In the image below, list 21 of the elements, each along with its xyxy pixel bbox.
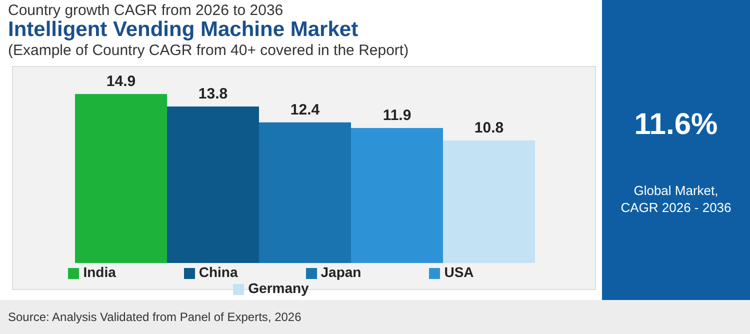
- text: Country growth CAGR from 2026 to 2036: [8, 2, 284, 19]
- legend-label: China: [198, 264, 238, 280]
- source-note: Source: Analysis Validated from Panel of Experts, 2026: [8, 310, 302, 324]
- legend-label: Japan: [320, 264, 362, 280]
- legend-label: India: [83, 264, 116, 280]
- bar: [259, 122, 351, 263]
- data-label: 11.9: [382, 107, 412, 124]
- bar: [351, 128, 443, 263]
- text: 11.6%: [633, 108, 719, 142]
- legend-label: USA: [444, 264, 474, 280]
- legend-label: Germany: [248, 280, 309, 296]
- bar: [443, 140, 535, 263]
- data-label: 10.8: [474, 120, 504, 137]
- bar: [75, 94, 167, 263]
- chart-title: Intelligent Vending Machine Market: [8, 18, 358, 42]
- data-label: 13.8: [198, 85, 228, 102]
- data-label: 12.4: [290, 101, 320, 118]
- text: Global Market, CAGR 2026 - 2036: [620, 182, 732, 216]
- chart-subtitle: (Example of Country CAGR from 40+ covered in the Report): [8, 42, 409, 59]
- bar: [167, 106, 259, 263]
- data-label: 14.9: [106, 73, 136, 90]
